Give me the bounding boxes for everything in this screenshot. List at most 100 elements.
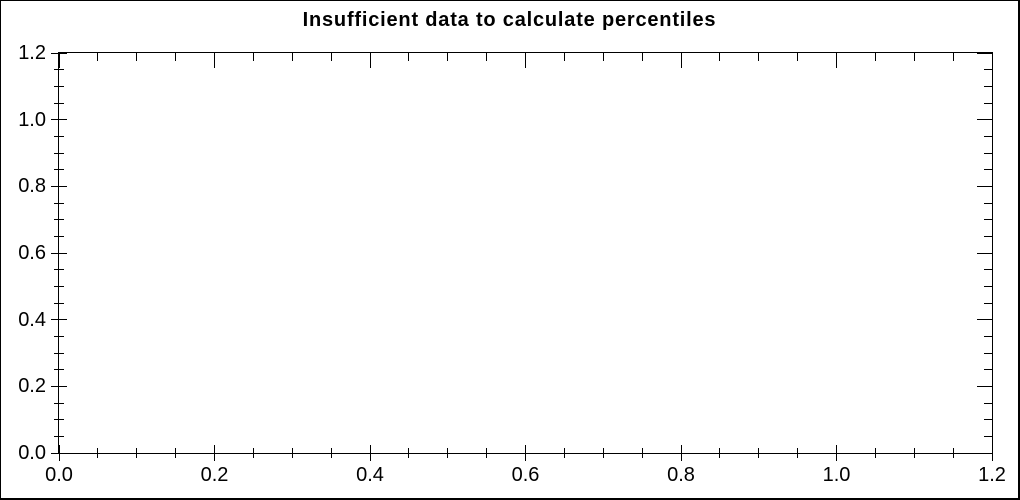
x-minor-tick — [175, 448, 177, 458]
x-minor-tick-top — [408, 53, 410, 61]
y-major-tick — [51, 185, 67, 187]
y-major-tick — [51, 119, 67, 121]
y-minor-tick — [54, 219, 64, 221]
x-minor-tick-top — [563, 53, 565, 61]
y-minor-tick — [54, 85, 64, 87]
x-minor-tick — [797, 448, 799, 458]
y-major-tick-right — [977, 52, 992, 54]
y-tick-label: 0.4 — [18, 308, 46, 331]
y-minor-tick — [54, 435, 64, 437]
y-minor-tick-right — [984, 152, 992, 154]
y-minor-tick — [54, 235, 64, 237]
x-minor-tick-top — [952, 53, 954, 61]
y-minor-tick — [54, 169, 64, 171]
y-major-tick — [51, 52, 67, 54]
y-minor-tick-right — [984, 302, 992, 304]
x-tick-label: 0.0 — [45, 464, 73, 486]
y-tick-label: 0.8 — [18, 175, 46, 198]
y-major-tick-right — [977, 319, 992, 321]
y-minor-tick-right — [984, 352, 992, 354]
x-major-tick-top — [58, 53, 60, 68]
y-minor-tick-right — [984, 169, 992, 171]
y-minor-tick — [54, 135, 64, 137]
y-major-tick — [51, 252, 67, 254]
y-major-tick — [51, 452, 67, 454]
y-minor-tick-right — [984, 269, 992, 271]
y-minor-tick — [54, 269, 64, 271]
y-minor-tick — [54, 369, 64, 371]
plot-area — [51, 52, 993, 461]
y-minor-tick-right — [984, 435, 992, 437]
x-minor-tick-top — [447, 53, 449, 61]
x-minor-tick — [758, 448, 760, 458]
x-minor-tick-top — [330, 53, 332, 61]
x-minor-tick — [952, 448, 954, 458]
x-tick-label: 0.6 — [511, 464, 540, 486]
y-tick-label: 0.0 — [18, 442, 46, 464]
x-tick-label: 0.2 — [200, 464, 229, 486]
x-minor-tick — [136, 448, 138, 458]
y-tick-label: 1.2 — [18, 42, 46, 64]
x-minor-tick — [719, 448, 721, 458]
y-minor-tick-right — [984, 335, 992, 337]
x-minor-tick — [563, 448, 565, 458]
x-major-tick-top — [836, 53, 837, 68]
y-major-tick-right — [977, 452, 992, 454]
x-minor-tick-top — [913, 53, 915, 61]
x-minor-tick-top — [486, 53, 488, 61]
y-minor-tick — [54, 285, 64, 287]
x-major-tick — [525, 445, 526, 461]
x-minor-tick — [486, 448, 488, 458]
y-tick-label: 0.2 — [18, 375, 46, 398]
y-minor-tick-right — [984, 235, 992, 237]
x-minor-tick-top — [874, 53, 876, 61]
y-minor-tick-right — [984, 419, 992, 421]
x-major-tick — [991, 445, 993, 461]
x-minor-tick-top — [136, 53, 138, 61]
y-minor-tick-right — [984, 369, 992, 371]
x-major-tick — [680, 445, 682, 461]
y-major-tick-right — [977, 252, 992, 254]
y-major-tick-right — [977, 119, 992, 121]
x-tick-label: 0.8 — [667, 464, 695, 486]
y-minor-tick — [54, 202, 64, 204]
x-major-tick-top — [680, 53, 682, 68]
x-major-tick — [214, 445, 215, 461]
y-major-tick-right — [977, 185, 992, 187]
y-minor-tick — [54, 152, 64, 154]
x-major-tick — [369, 445, 371, 461]
x-minor-tick-top — [175, 53, 177, 61]
x-minor-tick — [252, 448, 254, 458]
x-minor-tick-top — [797, 53, 799, 61]
y-minor-tick — [54, 419, 64, 421]
x-minor-tick-top — [602, 53, 604, 61]
x-minor-tick — [641, 448, 643, 458]
x-minor-tick — [291, 448, 293, 458]
y-minor-tick — [54, 402, 64, 404]
x-major-tick-top — [214, 53, 215, 68]
x-major-tick — [836, 445, 837, 461]
y-major-tick — [51, 385, 67, 387]
x-minor-tick-top — [252, 53, 254, 61]
y-major-tick — [51, 319, 67, 321]
x-minor-tick — [874, 448, 876, 458]
x-tick-label: 0.4 — [356, 464, 384, 486]
x-minor-tick — [602, 448, 604, 458]
x-minor-tick — [97, 448, 99, 458]
y-tick-label: 0.6 — [18, 242, 46, 264]
x-major-tick-top — [991, 53, 993, 68]
y-minor-tick-right — [984, 202, 992, 204]
chart-title: Insufficient data to calculate percentil… — [302, 9, 717, 31]
x-minor-tick — [330, 448, 332, 458]
x-minor-tick-top — [758, 53, 760, 61]
x-major-tick-top — [525, 53, 526, 68]
y-minor-tick-right — [984, 102, 992, 104]
y-minor-tick-right — [984, 219, 992, 221]
x-minor-tick-top — [641, 53, 643, 61]
y-minor-tick-right — [984, 69, 992, 71]
x-major-tick-top — [369, 53, 371, 68]
y-minor-tick-right — [984, 402, 992, 404]
y-minor-tick — [54, 102, 64, 104]
y-tick-label: 1.0 — [18, 108, 46, 131]
